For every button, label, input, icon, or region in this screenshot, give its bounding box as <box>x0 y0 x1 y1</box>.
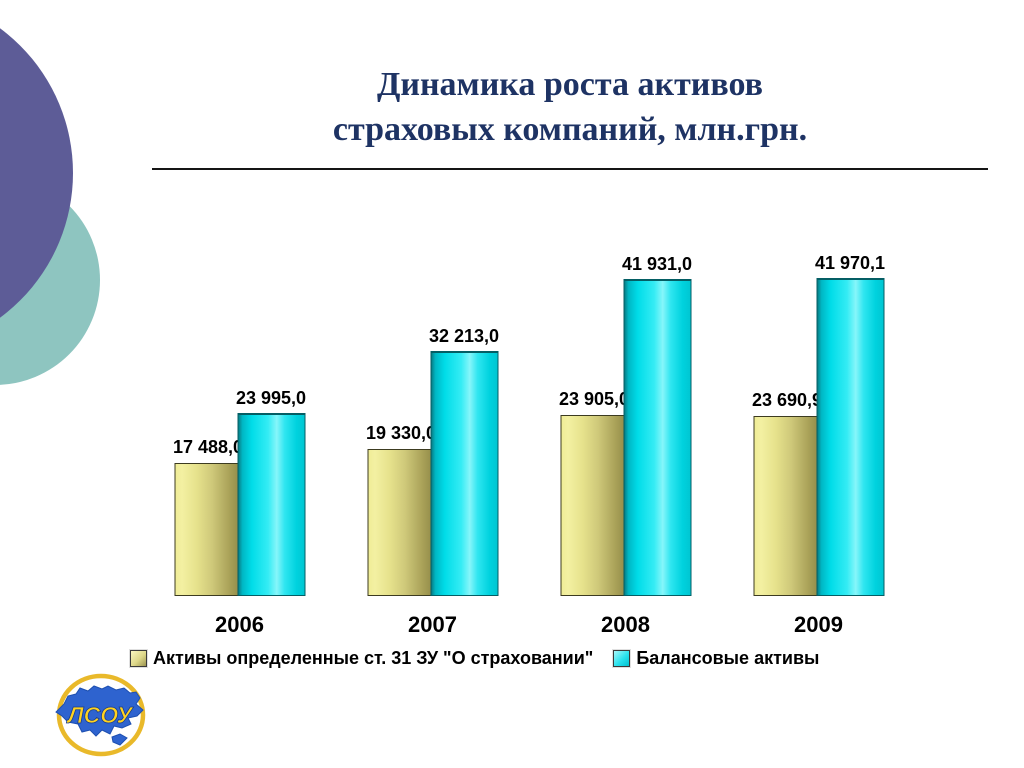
bar-pair: 23 905,0 41 931,0 <box>558 240 693 596</box>
bar-rect-2009-balance <box>816 278 884 596</box>
chart-group-2008: 23 905,0 41 931,0 2008 <box>529 240 722 637</box>
bar-rect-2006-balance <box>237 413 305 596</box>
bar-rect-2008-balance <box>623 279 691 596</box>
bar-pair: 17 488,0 23 995,0 <box>172 240 307 596</box>
bar-column-2007-balance: 32 213,0 <box>428 240 500 596</box>
x-axis-label-2008: 2008 <box>601 612 650 637</box>
bar-rect-2008-statutory <box>560 415 628 596</box>
bar-column-2009-statutory: 23 690,9 <box>751 240 823 596</box>
legend-swatch-yellow <box>130 650 147 667</box>
legend-swatch-cyan <box>613 650 631 667</box>
chart-group-2007: 19 330,0 32 213,0 2007 <box>336 240 529 637</box>
bar-value-label: 23 690,9 <box>751 390 823 410</box>
bar-pair: 19 330,0 32 213,0 <box>365 240 500 596</box>
lsou-logo: ЛСОУ <box>50 666 154 767</box>
slide-title-line1: Динамика роста активов <box>376 66 764 103</box>
bar-pair: 23 690,9 41 970,1 <box>751 240 886 596</box>
bar-value-label: 41 970,1 <box>814 253 886 273</box>
lsou-logo-image: ЛСОУ <box>55 673 146 757</box>
x-axis-label-2009: 2009 <box>794 612 843 637</box>
bar-column-2006-statutory: 17 488,0 <box>172 240 244 596</box>
bar-value-label: 32 213,0 <box>428 326 500 346</box>
bar-column-2007-statutory: 19 330,0 <box>365 240 437 596</box>
bar-column-2008-balance: 41 931,0 <box>621 240 693 596</box>
legend-item-balance-assets: Балансовые активы <box>613 648 819 669</box>
slide-title: Динамика роста активов страховых компани… <box>150 62 990 152</box>
chart-legend: Активы определенные ст. 31 ЗУ "О страхов… <box>130 648 1010 669</box>
legend-label: Балансовые активы <box>636 648 820 668</box>
x-axis-label-2006: 2006 <box>215 612 264 637</box>
bar-column-2009-balance: 41 970,1 <box>814 240 886 596</box>
bar-rect-2007-statutory <box>367 449 435 596</box>
bar-value-label: 23 905,0 <box>558 389 630 409</box>
bar-chart: 17 488,0 23 995,0 2006 19 330,0 32 213,0 <box>143 240 915 637</box>
x-axis-label-2007: 2007 <box>408 612 457 637</box>
title-underline <box>152 168 988 170</box>
slide-title-line2: страховых компаний, млн.грн. <box>332 111 808 148</box>
chart-group-2009: 23 690,9 41 970,1 2009 <box>722 240 915 637</box>
logo-ukraine-map <box>55 685 144 737</box>
chart-group-2006: 17 488,0 23 995,0 2006 <box>143 240 336 637</box>
bar-rect-2006-statutory <box>174 463 242 596</box>
bar-column-2006-balance: 23 995,0 <box>235 240 307 596</box>
bar-rect-2007-balance <box>430 351 498 596</box>
legend-label: Активы определенные ст. 31 ЗУ "О страхов… <box>153 648 594 668</box>
bar-column-2008-statutory: 23 905,0 <box>558 240 630 596</box>
legend-item-statutory-assets: Активы определенные ст. 31 ЗУ "О страхов… <box>130 648 593 669</box>
bar-value-label: 23 995,0 <box>235 388 307 408</box>
bar-rect-2009-statutory <box>753 416 821 596</box>
bar-value-label: 41 931,0 <box>621 254 693 274</box>
logo-crimea <box>111 733 128 746</box>
logo-ring <box>56 673 146 757</box>
bar-value-label: 19 330,0 <box>365 423 437 443</box>
logo-text: ЛСОУ <box>66 702 135 728</box>
bar-value-label: 17 488,0 <box>172 437 244 457</box>
